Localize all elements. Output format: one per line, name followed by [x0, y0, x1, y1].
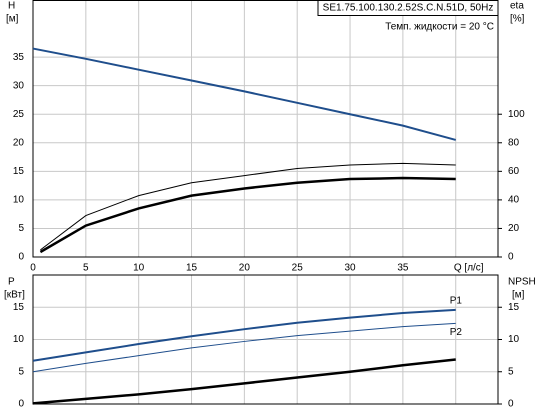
y-tick-label: 5	[18, 366, 24, 377]
y2-tick-label: 100	[508, 109, 525, 120]
y2-axis-unit: [м]	[512, 290, 525, 301]
curve	[32, 47, 456, 141]
x-tick-label: 30	[344, 263, 356, 274]
y-axis-unit: [кВт]	[4, 290, 25, 301]
y2-tick-label: 15	[508, 302, 520, 313]
y-tick-label: 15	[13, 302, 25, 313]
y2-tick-label: 0	[508, 399, 514, 410]
plot-frame	[32, 0, 499, 258]
x-tick-label: Q [л/с]	[454, 263, 484, 274]
curve	[32, 358, 456, 405]
y2-axis-label: eta	[510, 1, 524, 12]
y-tick-label: 35	[13, 52, 25, 63]
y-axis-label: H	[8, 1, 15, 12]
series-label: P1	[450, 295, 463, 306]
y2-tick-label: 5	[508, 366, 514, 377]
curve	[39, 176, 456, 254]
subtitle: Темп. жидкости = 20 °C	[385, 22, 494, 33]
y-tick-label: 30	[13, 80, 25, 91]
curve	[40, 162, 456, 251]
y2-tick-label: 0	[508, 252, 514, 263]
y-tick-label: 15	[13, 166, 25, 177]
y-tick-label: 0	[18, 399, 24, 410]
x-tick-label: 5	[83, 263, 89, 274]
series-label: P2	[450, 327, 463, 338]
y2-tick-label: 80	[508, 137, 520, 148]
y2-axis-label: NPSH	[508, 277, 536, 288]
curve	[32, 322, 456, 373]
curve	[32, 308, 456, 362]
y-tick-label: 25	[13, 109, 25, 120]
y-tick-label: 5	[18, 223, 24, 234]
title-box	[317, 0, 499, 16]
y2-axis-unit: [%]	[510, 14, 525, 25]
y-tick-label: 10	[13, 195, 25, 206]
x-tick-label: 0	[30, 263, 36, 274]
y2-tick-label: 60	[508, 166, 520, 177]
y-axis-unit: [м]	[6, 14, 19, 25]
y-tick-label: 0	[18, 252, 24, 263]
y-tick-label: 20	[13, 137, 25, 148]
y-tick-label: 10	[13, 334, 25, 345]
x-tick-label: 10	[133, 263, 145, 274]
y2-tick-label: 40	[508, 195, 520, 206]
y2-tick-label: 10	[508, 334, 520, 345]
x-tick-label: 35	[397, 263, 409, 274]
x-tick-label: 25	[292, 263, 304, 274]
chart-title: SE1.75.100.130.2.52S.C.N.51D, 50Hz	[323, 3, 494, 14]
x-tick-label: 15	[186, 263, 198, 274]
x-tick-label: 20	[239, 263, 251, 274]
y2-tick-label: 20	[508, 223, 520, 234]
y-axis-label: P	[8, 277, 15, 288]
